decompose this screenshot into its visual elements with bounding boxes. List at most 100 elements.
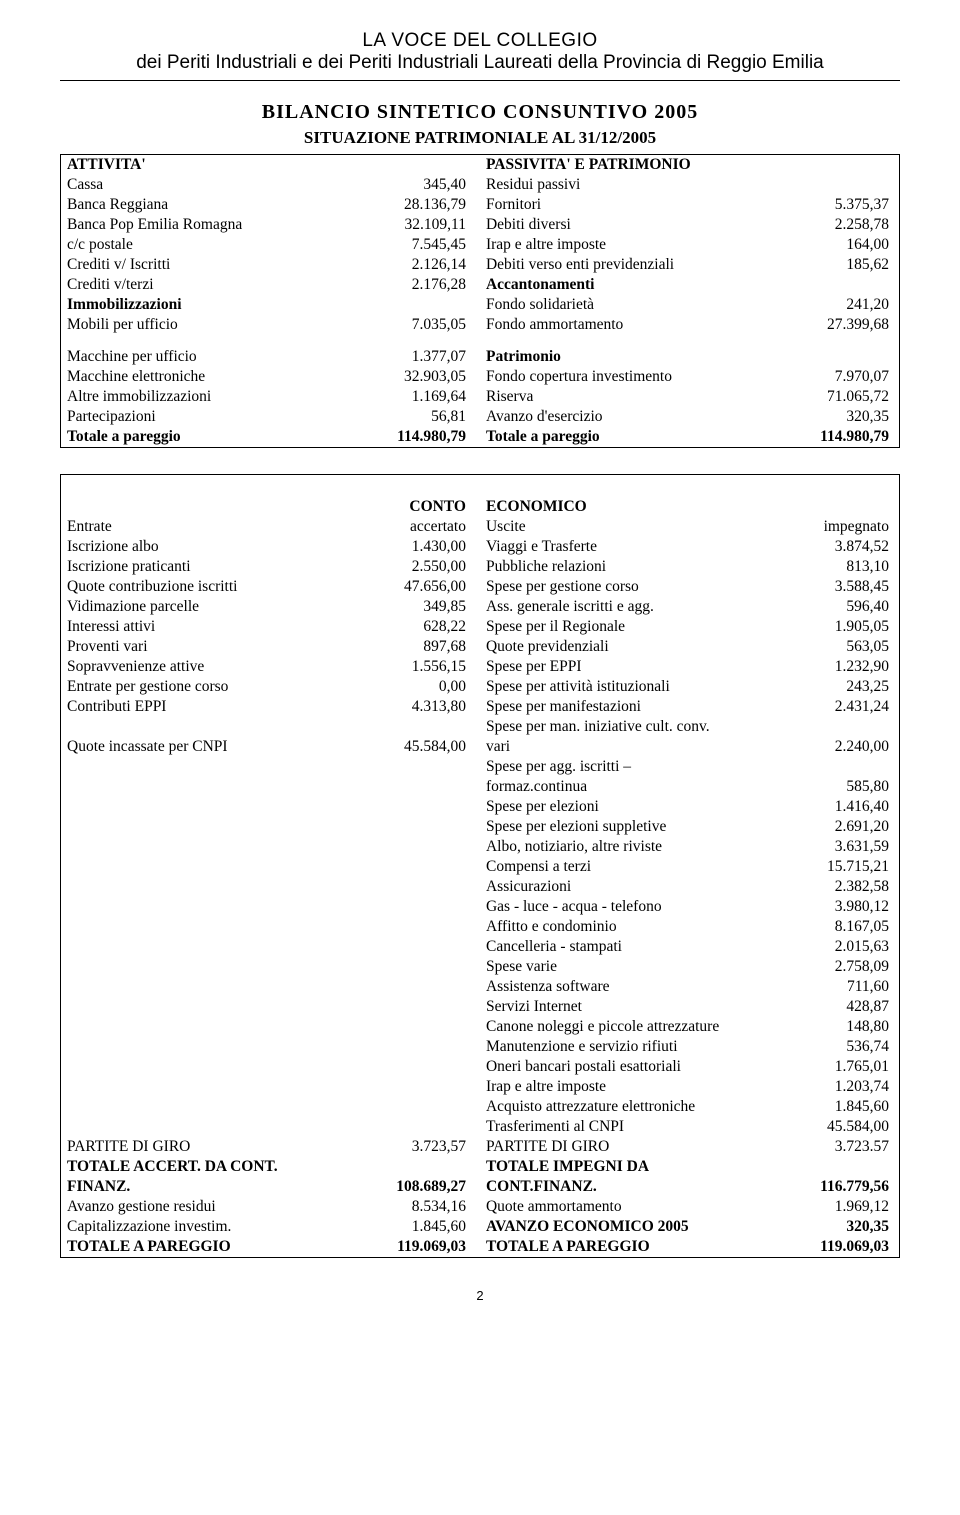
row-right-amount [757, 347, 900, 367]
row-right-amount: 116.779,56 [757, 1177, 900, 1197]
row-left-label [61, 937, 338, 957]
table-row: Proventi vari897,68Quote previdenziali56… [61, 637, 900, 657]
conto-header-row: CONTO ECONOMICO [61, 497, 900, 517]
row-right-label: CONT.FINANZ. [480, 1177, 757, 1197]
row-left-label: Cassa [61, 175, 338, 195]
row-right-label: Debiti diversi [480, 215, 757, 235]
row-left-amount: 32.109,11 [337, 215, 480, 235]
row-right-label: Quote ammortamento [480, 1197, 757, 1217]
row-right-label: Spese per elezioni suppletive [480, 817, 757, 837]
table-row: Quote incassate per CNPI45.584,00vari2.2… [61, 737, 900, 757]
row-left-amount [337, 295, 480, 315]
row-left-label: Quote incassate per CNPI [61, 737, 338, 757]
table-row: Spese per elezioni1.416,40 [61, 797, 900, 817]
table-row: Assistenza software711,60 [61, 977, 900, 997]
row-left-label [61, 917, 338, 937]
table-row: Quote contribuzione iscritti47.656,00Spe… [61, 577, 900, 597]
table-row: Crediti v/terzi2.176,28Accantonamenti [61, 275, 900, 295]
table-row: Interessi attivi628,22Spese per il Regio… [61, 617, 900, 637]
row-left-amount [337, 797, 480, 817]
row-right-amount [757, 717, 900, 737]
row-left-amount: 897,68 [337, 637, 480, 657]
row-right-amount: 3.631,59 [757, 837, 900, 857]
header-line-2: dei Periti Industriali e dei Periti Indu… [60, 52, 900, 81]
row-left-label: Macchine per ufficio [61, 347, 338, 367]
row-left-amount [337, 1017, 480, 1037]
table-row: Spese per man. iniziative cult. conv. [61, 717, 900, 737]
row-right-label: Fornitori [480, 195, 757, 215]
row-left-amount [337, 997, 480, 1017]
row-left-label: Interessi attivi [61, 617, 338, 637]
row-right-label: Acquisto attrezzature elettroniche [480, 1097, 757, 1117]
row-right-label: Compensi a terzi [480, 857, 757, 877]
row-left-label [61, 797, 338, 817]
table-row: Capitalizzazione investim.1.845,60AVANZO… [61, 1217, 900, 1237]
row-right-label: Spese per agg. iscritti – [480, 757, 757, 777]
row-right-amount: 1.203,74 [757, 1077, 900, 1097]
row-left-label: Entrate per gestione corso [61, 677, 338, 697]
row-left-amount [337, 877, 480, 897]
row-right-label: Irap e altre imposte [480, 1077, 757, 1097]
row-left-amount [337, 1057, 480, 1077]
row-right-amount: 1.416,40 [757, 797, 900, 817]
row-left-label: Banca Pop Emilia Romagna [61, 215, 338, 235]
document-page: LA VOCE DEL COLLEGIO dei Periti Industri… [0, 0, 960, 1343]
row-left-label: Crediti v/terzi [61, 275, 338, 295]
row-right-label: Accantonamenti [480, 275, 757, 295]
row-right-amount: 711,60 [757, 977, 900, 997]
row-left-label [61, 977, 338, 997]
row-right-label: Affitto e condominio [480, 917, 757, 937]
table-row: Canone noleggi e piccole attrezzature148… [61, 1017, 900, 1037]
table-row: Mobili per ufficio7.035,05Fondo ammortam… [61, 315, 900, 335]
row-right-amount: 3.723.57 [757, 1137, 900, 1157]
accertato-label: accertato [337, 517, 480, 537]
row-right-amount: 114.980,79 [757, 427, 900, 448]
row-right-label: Trasferimenti al CNPI [480, 1117, 757, 1137]
table-row: Sopravvenienze attive1.556,15Spese per E… [61, 657, 900, 677]
row-left-amount: 4.313,80 [337, 697, 480, 717]
row-left-label: Avanzo gestione residui [61, 1197, 338, 1217]
page-number: 2 [60, 1288, 900, 1303]
row-right-amount: 27.399,68 [757, 315, 900, 335]
row-left-amount [337, 777, 480, 797]
row-left-amount: 119.069,03 [337, 1237, 480, 1258]
table-row: Cassa345,40Residui passivi [61, 175, 900, 195]
table-header-row: ATTIVITA' PASSIVITA' E PATRIMONIO [61, 155, 900, 176]
row-left-amount [337, 1037, 480, 1057]
row-right-amount [757, 275, 900, 295]
row-right-label: Spese per manifestazioni [480, 697, 757, 717]
table-row: Albo, notiziario, altre riviste3.631,59 [61, 837, 900, 857]
impegnato-label: impegnato [757, 517, 900, 537]
table-row: Macchine per ufficio1.377,07Patrimonio [61, 347, 900, 367]
row-right-amount: 8.167,05 [757, 917, 900, 937]
row-left-amount: 8.534,16 [337, 1197, 480, 1217]
row-right-amount: 164,00 [757, 235, 900, 255]
row-left-amount: 45.584,00 [337, 737, 480, 757]
row-left-amount [337, 757, 480, 777]
row-right-amount: 2.758,09 [757, 957, 900, 977]
table-row: Servizi Internet428,87 [61, 997, 900, 1017]
row-right-amount: 119.069,03 [757, 1237, 900, 1258]
row-left-amount [337, 917, 480, 937]
row-right-label: Servizi Internet [480, 997, 757, 1017]
table-row: Gas - luce - acqua - telefono3.980,12 [61, 897, 900, 917]
row-right-amount: 2.015,63 [757, 937, 900, 957]
row-left-label [61, 757, 338, 777]
row-right-amount: 71.065,72 [757, 387, 900, 407]
row-left-amount: 108.689,27 [337, 1177, 480, 1197]
row-right-label: Fondo copertura investimento [480, 367, 757, 387]
row-right-amount: 15.715,21 [757, 857, 900, 877]
table-row: TOTALE ACCERT. DA CONT.TOTALE IMPEGNI DA [61, 1157, 900, 1177]
table-row: PARTITE DI GIRO3.723,57PARTITE DI GIRO3.… [61, 1137, 900, 1157]
table-row: Iscrizione albo1.430,00Viaggi e Trasfert… [61, 537, 900, 557]
row-left-amount [337, 897, 480, 917]
row-right-label: TOTALE A PAREGGIO [480, 1237, 757, 1258]
table-row: Totale a pareggio114.980,79Totale a pare… [61, 427, 900, 448]
attivita-header: ATTIVITA' [61, 155, 338, 176]
table-row: Spese per agg. iscritti – [61, 757, 900, 777]
table-row: Manutenzione e servizio rifiuti536,74 [61, 1037, 900, 1057]
row-left-label [61, 877, 338, 897]
table-row: Partecipazioni56,81Avanzo d'esercizio320… [61, 407, 900, 427]
row-left-label: TOTALE A PAREGGIO [61, 1237, 338, 1258]
row-left-amount: 32.903,05 [337, 367, 480, 387]
